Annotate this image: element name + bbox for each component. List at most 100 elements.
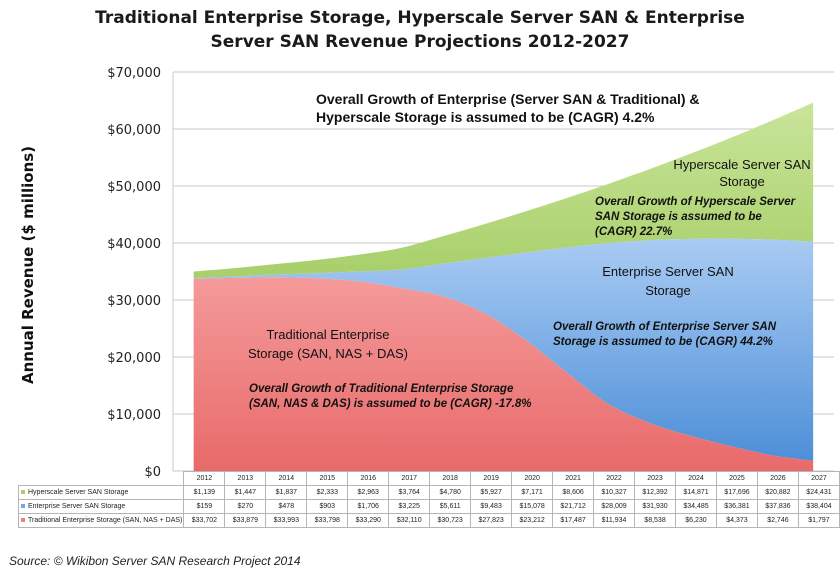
annotation-ent-name-1: Enterprise Server SAN	[602, 264, 734, 279]
data-table-cell: $8,606	[552, 485, 595, 500]
annotations: Overall Growth of Enterprise (Server SAN…	[248, 91, 811, 410]
data-table-cell: $7,171	[511, 485, 554, 500]
chart-title: Traditional Enterprise Storage, Hypersca…	[0, 6, 840, 54]
data-table-cell: $903	[306, 499, 349, 514]
annotation-trad-growth-1: Overall Growth of Traditional Enterprise…	[249, 383, 514, 395]
data-table-cell: $2,746	[756, 513, 799, 528]
data-table-cell: $37,836	[756, 499, 799, 514]
area-enterprise-server-san	[193, 238, 814, 461]
data-table-cell: $5,611	[429, 499, 472, 514]
y-tick-label: $30,000	[107, 294, 161, 309]
annotation-hyper-name-2: Storage	[719, 174, 765, 189]
data-table-cell: $478	[265, 499, 308, 514]
data-table-cell: $24,431	[797, 485, 840, 500]
data-table-row: Traditional Enterprise Storage (SAN, NAS…	[17, 513, 840, 528]
data-table-cell: $4,780	[429, 485, 472, 500]
y-tick-label: $70,000	[107, 66, 161, 81]
data-table-row: Hyperscale Server SAN Storage $1,139 $1,44…	[17, 485, 840, 500]
y-tick-labels: $0$10,000$20,000$30,000$40,000$50,000$60…	[107, 66, 161, 480]
data-table-cell: $3,764	[388, 485, 431, 500]
data-table-row: Enterprise Server SAN Storage $159 $270 $47…	[17, 499, 840, 514]
source-note: Source: © Wikibon Server SAN Research Pr…	[9, 554, 301, 568]
y-tick-label: $60,000	[107, 123, 161, 138]
data-table-cell: $10,327	[593, 485, 636, 500]
data-table-cell: $38,404	[797, 499, 840, 514]
data-table-cell: $21,712	[552, 499, 595, 514]
data-table-cell: $17,696	[715, 485, 758, 500]
chart-title-line-1: Traditional Enterprise Storage, Hypersca…	[95, 8, 745, 28]
annotation-ent-growth-1: Overall Growth of Enterprise Server SAN	[553, 321, 777, 333]
data-table-cell: $32,110	[388, 513, 431, 528]
data-table-cell: $2,333	[306, 485, 349, 500]
data-table: 2012 2013 2014 2015 2016 2017 2018 2019 2020 2021…	[17, 471, 840, 528]
data-table-cell: $15,078	[511, 499, 554, 514]
data-table-cell: $5,927	[470, 485, 513, 500]
data-table-cell: $6,230	[675, 513, 717, 528]
data-table-cell: $30,723	[429, 513, 472, 528]
data-table-cell: $33,798	[306, 513, 349, 528]
data-table-cell: $1,837	[265, 485, 308, 500]
data-table-year: 2015	[306, 471, 349, 486]
data-table-cell: $3,225	[388, 499, 431, 514]
data-table-year: 2027	[797, 471, 840, 486]
data-table-cell: $8,538	[634, 513, 676, 528]
data-table-year: 2026	[756, 471, 799, 486]
data-table-cell: $14,871	[675, 485, 717, 500]
data-table-cell: $4,373	[715, 513, 758, 528]
legend-swatch	[21, 518, 25, 523]
data-table-cell: $33,290	[347, 513, 390, 528]
data-table-cell: $34,485	[675, 499, 717, 514]
data-table-cell: $159	[183, 499, 226, 514]
data-table-year: 2022	[593, 471, 636, 486]
legend-swatch	[21, 490, 25, 495]
data-table-year: 2025	[715, 471, 758, 486]
series-name: Enterprise Server SAN Storage	[28, 503, 126, 510]
annotation-ent-growth-2: Storage is assumed to be (CAGR) 44.2%	[553, 336, 773, 348]
data-table-corner	[18, 471, 185, 486]
area-hyperscale-server-san	[193, 102, 814, 278]
series-name: Hyperscale Server SAN Storage	[28, 489, 129, 496]
annotation-overall-1: Overall Growth of Enterprise (Server SAN…	[316, 91, 700, 107]
area-series	[193, 102, 814, 471]
data-table-year: 2023	[634, 471, 676, 486]
data-table-year: 2017	[388, 471, 431, 486]
data-table-year: 2012	[183, 471, 226, 486]
data-table-cell: $1,706	[347, 499, 390, 514]
data-table-cell: $28,009	[593, 499, 636, 514]
data-table-cell: $270	[224, 499, 267, 514]
annotation-trad-name-2: Storage (SAN, NAS + DAS)	[248, 346, 408, 361]
data-table-year: 2021	[552, 471, 595, 486]
data-table-cell: $23,212	[511, 513, 554, 528]
data-table-cell: $9,483	[470, 499, 513, 514]
annotation-trad-growth-2: (SAN, NAS & DAS) is assumed to be (CAGR)…	[249, 398, 531, 410]
annotation-hyper-growth-2: SAN Storage is assumed to be	[595, 211, 762, 223]
data-table-series-label: Hyperscale Server SAN Storage	[17, 485, 185, 500]
data-table-cell: $17,487	[552, 513, 595, 528]
data-table-cell: $33,879	[224, 513, 267, 528]
data-table-year: 2016	[347, 471, 390, 486]
data-table-cell: $27,823	[470, 513, 513, 528]
data-table-cell: $1,797	[797, 513, 840, 528]
data-table-series-label: Enterprise Server SAN Storage	[17, 499, 185, 514]
data-table-cell: $20,882	[756, 485, 799, 500]
data-table-cell: $12,392	[634, 485, 676, 500]
data-table-year: 2020	[511, 471, 554, 486]
y-tick-label: $20,000	[107, 351, 161, 366]
annotation-hyper-name-1: Hyperscale Server SAN	[673, 157, 810, 172]
data-table-year: 2014	[265, 471, 308, 486]
annotation-overall-2: Hyperscale Storage is assumed to be (CAG…	[316, 109, 655, 125]
annotation-hyper-growth-1: Overall Growth of Hyperscale Server	[595, 196, 796, 208]
y-tick-label: $10,000	[107, 408, 161, 423]
data-table-cell: $1,447	[224, 485, 267, 500]
data-table-year: 2013	[224, 471, 267, 486]
data-table-cell: $33,702	[183, 513, 226, 528]
data-table-series-label: Traditional Enterprise Storage (SAN, NAS…	[17, 513, 185, 528]
legend-swatch	[21, 504, 25, 509]
data-table-year: 2018	[429, 471, 472, 486]
data-table-year: 2024	[675, 471, 717, 486]
annotation-trad-name-1: Traditional Enterprise	[266, 327, 389, 342]
y-tick-label: $50,000	[107, 180, 161, 195]
annotation-hyper-growth-3: (CAGR) 22.7%	[595, 226, 672, 238]
data-table-cell: $36,381	[715, 499, 758, 514]
